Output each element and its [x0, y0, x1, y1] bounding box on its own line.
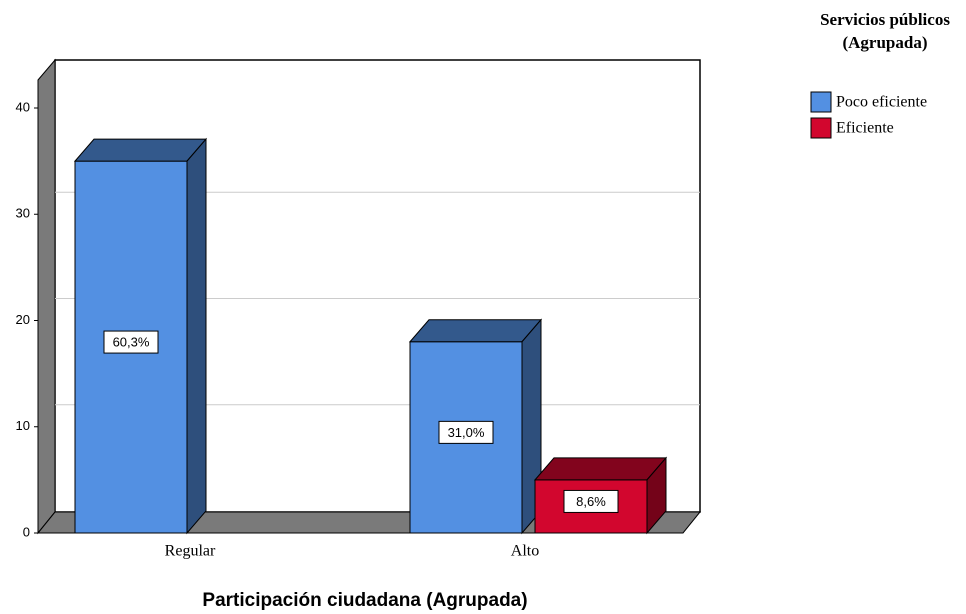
data-label: 8,6%	[576, 494, 606, 509]
bar-side	[186, 137, 207, 535]
data-label: 31,0%	[448, 425, 485, 440]
legend-title: Servicios públicos (Agrupada)	[820, 10, 950, 52]
y-tick-label: 10	[16, 418, 30, 433]
y-tick-label: 0	[23, 524, 30, 539]
y-tick-label: 30	[16, 206, 30, 221]
data-label-box	[563, 489, 619, 513]
x-tick-label: Regular	[165, 543, 216, 560]
y-tick-label: 20	[16, 312, 30, 327]
x-axis-title: Participación ciudadana (Agrupada)	[202, 590, 527, 611]
data-label: 60,3%	[113, 335, 150, 350]
bar-top	[408, 319, 543, 343]
legend-swatch	[810, 117, 832, 139]
data-label-box	[438, 420, 494, 444]
bar-top	[533, 457, 668, 481]
side-wall	[37, 58, 56, 535]
legend-label: Poco eficiente	[836, 94, 927, 111]
y-tick-label: 40	[16, 99, 30, 114]
data-label-box	[103, 330, 159, 354]
bar-top	[73, 138, 208, 162]
legend-swatch	[810, 91, 832, 113]
legend-label: Eficiente	[836, 120, 894, 137]
bar-side	[646, 456, 667, 535]
x-tick-label: Alto	[511, 543, 539, 560]
